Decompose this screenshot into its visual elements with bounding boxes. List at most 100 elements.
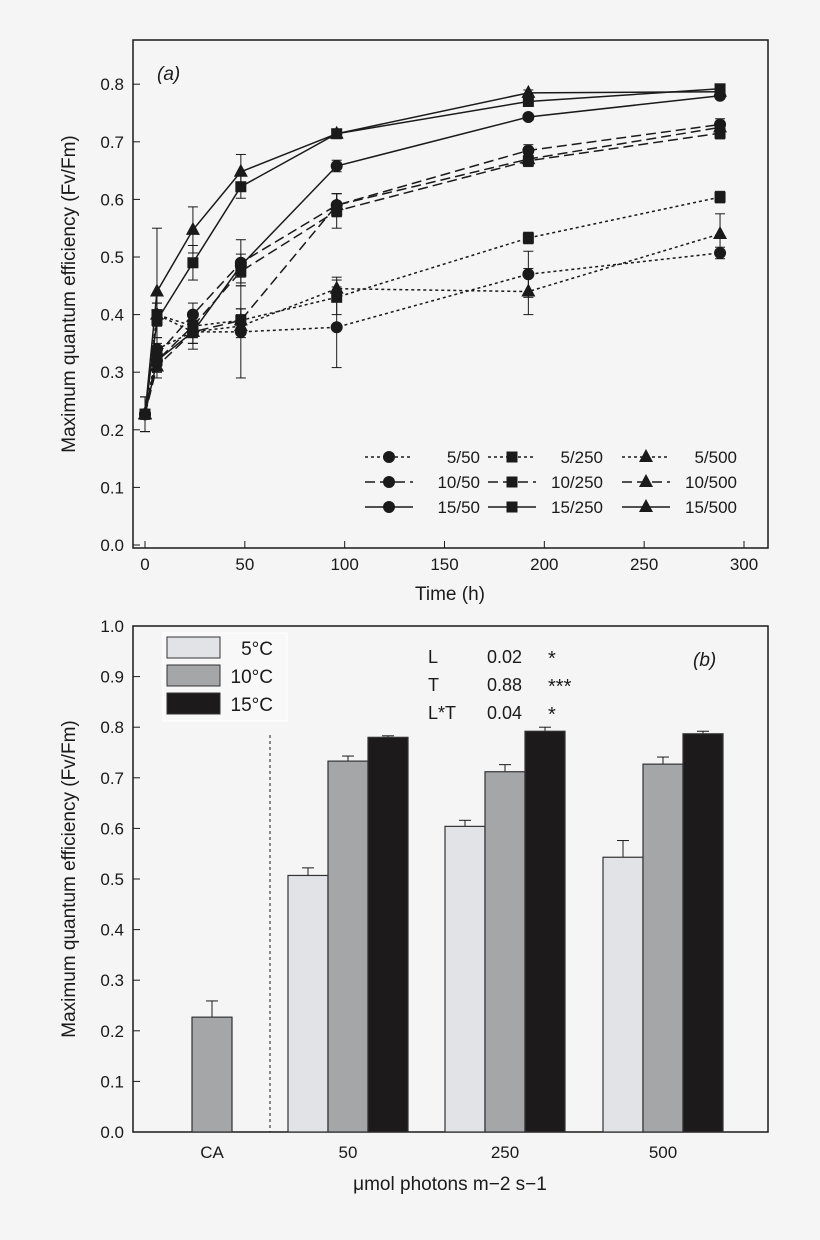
legend-marker [383,476,395,488]
data-point [150,354,163,367]
x-tick-label: 250 [491,1143,519,1162]
y-tick-label: 0.7 [100,133,124,152]
legend-label: 5/500 [694,448,737,467]
series-5-250: 5/250 [139,190,726,467]
stat-significance: * [548,648,556,670]
stat-p-value: 0.02 [487,647,522,667]
y-tick-label: 0.7 [100,769,124,788]
series-5-500: 5/500 [138,213,737,467]
series-15-50: 15/50 [139,89,727,517]
legend-marker [383,501,395,513]
data-point [521,151,536,165]
series-line [144,126,721,415]
series-line [144,252,721,415]
legend-label: 15/50 [437,498,480,517]
y-tick-label: 0.9 [100,668,124,687]
panel-a-xlabel: Time (h) [415,584,485,605]
bar-250-15°C [524,730,566,1133]
bar-250-10°C [484,771,526,1133]
legend-marker [506,501,518,513]
panel-a: (a) Time (h) Maximum quantum efficiency … [59,39,769,605]
legend-swatch [166,636,221,659]
panel-b: (b) μmol photons m−2 s−1 Maximum quantum… [59,617,769,1195]
x-tick-label: 300 [730,555,758,574]
data-point [233,163,248,177]
data-point [522,95,534,107]
y-tick-label: 0.6 [100,819,124,838]
x-tick-label: 250 [630,555,658,574]
data-point [187,257,199,269]
legend-marker [506,476,518,488]
data-point [138,406,152,420]
panel-a-ylabel: Maximum quantum efficiency (Fv/Fm) [59,135,80,452]
stat-p-value: 0.04 [487,703,522,723]
data-point [149,283,164,297]
data-point [713,83,728,97]
series-line [144,90,721,415]
y-tick-label: 0.8 [100,75,124,94]
x-tick-label: CA [200,1143,224,1162]
x-tick-label: 50 [235,555,254,574]
x-tick-label: 200 [530,555,558,574]
y-tick-label: 0.5 [100,248,124,267]
legend-marker [639,449,653,462]
bar-CA [191,1016,233,1133]
y-tick-label: 0.1 [100,478,124,497]
y-tick-label: 1.0 [100,617,124,636]
panel-b-ylabel: Maximum quantum efficiency (Fv/Fm) [59,720,80,1037]
data-point [329,197,344,211]
legend-label: 5/250 [560,448,603,467]
stat-significance: * [548,704,556,726]
legend-label: 15/500 [685,498,737,517]
stat-p-value: 0.88 [487,675,522,695]
data-point [233,312,248,326]
bar-500-15°C [682,733,724,1133]
data-point [713,225,728,239]
series-line [144,123,721,415]
data-point [330,321,343,334]
stat-significance: *** [548,676,572,698]
data-point [713,119,728,133]
data-point [330,159,343,172]
bar-50-5°C [287,874,329,1133]
series-5-50: 5/50 [139,246,727,467]
x-tick-label: 150 [430,555,458,574]
y-tick-label: 0.2 [100,1022,124,1041]
data-point [521,84,536,98]
legend-swatch [166,692,221,715]
y-tick-label: 0.2 [100,421,124,440]
legend-label: 5/50 [447,448,480,467]
stat-factor: T [428,675,439,695]
series-10-50: 10/50 [139,118,727,492]
bar-500-5°C [602,856,644,1133]
series-line [144,233,721,415]
data-point [714,191,726,203]
panel-a-label: (a) [157,64,180,85]
x-tick-label: 0 [140,555,149,574]
series-line [144,88,721,415]
bar-50-10°C [327,760,369,1133]
series-15-500: 15/500 [138,83,737,517]
x-tick-label: 500 [649,1143,677,1162]
panel-a-frame [132,39,769,549]
series-10-500: 10/500 [138,119,737,492]
data-point [186,325,199,338]
y-tick-label: 0.6 [100,190,124,209]
y-tick-label: 0.1 [100,1072,124,1091]
legend-label: 10/250 [551,473,603,492]
y-tick-label: 0.3 [100,971,124,990]
legend-swatch [166,664,221,687]
y-tick-label: 0.4 [100,921,124,940]
x-tick-label: 50 [339,1143,358,1162]
series-line [144,196,721,415]
y-tick-label: 0.3 [100,363,124,382]
data-point [234,259,247,272]
y-tick-label: 0.4 [100,306,124,325]
data-point [185,221,200,235]
data-point [329,125,344,139]
stat-factor: L [428,647,438,667]
panel-b-xlabel: μmol photons m−2 s−1 [353,1174,547,1195]
bar-250-5°C [444,825,486,1133]
legend-marker [383,451,395,463]
data-point [521,283,536,297]
